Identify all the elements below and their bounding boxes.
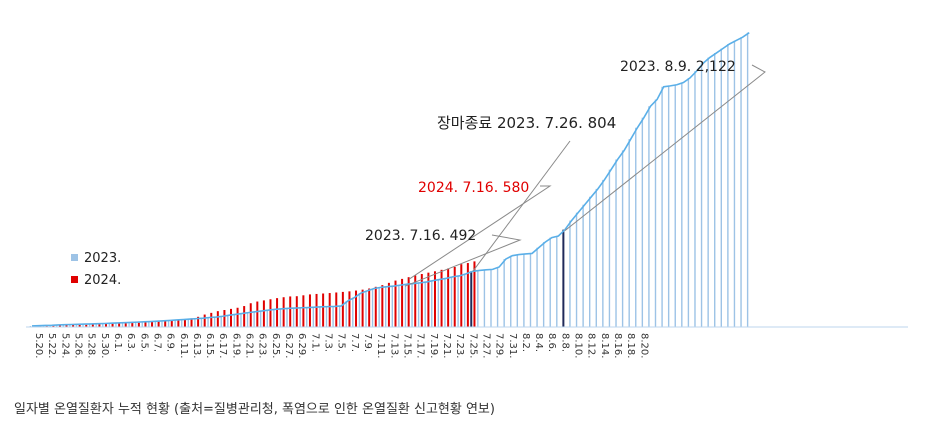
x-tick-label: 6.25. bbox=[270, 333, 281, 358]
x-tick-label: 7.5. bbox=[336, 333, 347, 352]
x-tick-label: 5.22. bbox=[46, 333, 57, 358]
series-2023-line bbox=[31, 32, 750, 327]
x-tick-label: 8.14. bbox=[599, 333, 610, 358]
annotation-label: 2023. 7.16. 492 bbox=[365, 228, 476, 244]
annotation-label: 2023. 8.9. 2,122 bbox=[620, 59, 736, 75]
x-tick-label: 8.20. bbox=[638, 333, 649, 358]
x-tick-label: 6.11. bbox=[178, 333, 189, 358]
x-tick-label: 7.29. bbox=[494, 333, 505, 358]
x-tick-label: 8.8. bbox=[559, 333, 570, 352]
x-tick-label: 6.27. bbox=[283, 333, 294, 358]
legend-swatch bbox=[71, 254, 78, 261]
annotation-leader bbox=[404, 234, 522, 287]
legend-label: 2023. bbox=[84, 251, 121, 266]
x-tick-label: 8.12. bbox=[586, 333, 597, 358]
annotation-label: 장마종료 2023. 7.26. 804 bbox=[437, 114, 616, 132]
x-tick-label: 5.24. bbox=[59, 333, 70, 358]
x-tick-label: 6.15. bbox=[204, 333, 215, 358]
x-tick-label: 7.1. bbox=[309, 333, 320, 352]
x-tick-label: 7.25. bbox=[467, 333, 478, 358]
x-tick-label: 6.3. bbox=[125, 333, 136, 352]
x-tick-label: 7.19. bbox=[428, 333, 439, 358]
x-tick-label: 6.17. bbox=[217, 333, 228, 358]
x-tick-label: 7.13. bbox=[388, 333, 399, 358]
x-tick-label: 7.3. bbox=[323, 333, 334, 352]
x-tick-label: 7.27. bbox=[480, 333, 491, 358]
annotation-label: 2024. 7.16. 580 bbox=[418, 180, 529, 196]
x-tick-label: 8.6. bbox=[546, 333, 557, 352]
x-tick-label: 6.21. bbox=[244, 333, 255, 358]
x-tick-label: 7.21. bbox=[441, 333, 452, 358]
x-tick-label: 7.23. bbox=[454, 333, 465, 358]
x-tick-label: 5.30. bbox=[99, 333, 110, 358]
x-tick-label: 7.17. bbox=[415, 333, 426, 358]
chart-area: 5.20. 5.22. 5.24. 5.26. 5.28. 5.30. 6.1. 6.3. 6.… bbox=[26, 32, 908, 358]
x-tick-label: 5.26. bbox=[72, 333, 83, 358]
annotation-leader bbox=[472, 140, 571, 272]
x-tick-label: 7.15. bbox=[401, 333, 412, 358]
x-tick-label: 7.9. bbox=[362, 333, 373, 352]
x-tick-label: 7.11. bbox=[375, 333, 386, 358]
x-tick-label: 5.20. bbox=[33, 333, 44, 358]
x-tick-label: 6.1. bbox=[112, 333, 123, 352]
x-tick-label: 7.31. bbox=[507, 333, 518, 358]
chart-caption: 일자별 온열질환자 누적 현황 (출처=질병관리청, 폭염으로 인한 온열질환 … bbox=[14, 402, 495, 417]
x-tick-label: 5.28. bbox=[86, 333, 97, 358]
x-tick-label: 6.29. bbox=[296, 333, 307, 358]
annotation-leader bbox=[408, 185, 552, 280]
legend-swatch bbox=[71, 276, 78, 283]
x-tick-label: 8.16. bbox=[612, 333, 623, 358]
x-tick-label: 8.10. bbox=[573, 333, 584, 358]
x-tick-label: 6.13. bbox=[191, 333, 202, 358]
annotation-leader bbox=[564, 64, 766, 232]
x-tick-label: 8.2. bbox=[520, 333, 531, 352]
x-tick-label: 6.5. bbox=[138, 333, 149, 352]
x-tick-label: 6.23. bbox=[257, 333, 268, 358]
x-tick-label: 7.7. bbox=[349, 333, 360, 352]
x-tick-label: 6.9. bbox=[165, 333, 176, 352]
x-tick-label: 6.19. bbox=[230, 333, 241, 358]
x-tick-label: 6.7. bbox=[151, 333, 162, 352]
legend-label: 2024. bbox=[84, 273, 121, 288]
x-tick-label: 8.18. bbox=[625, 333, 636, 358]
x-tick-label: 8.4. bbox=[533, 333, 544, 352]
